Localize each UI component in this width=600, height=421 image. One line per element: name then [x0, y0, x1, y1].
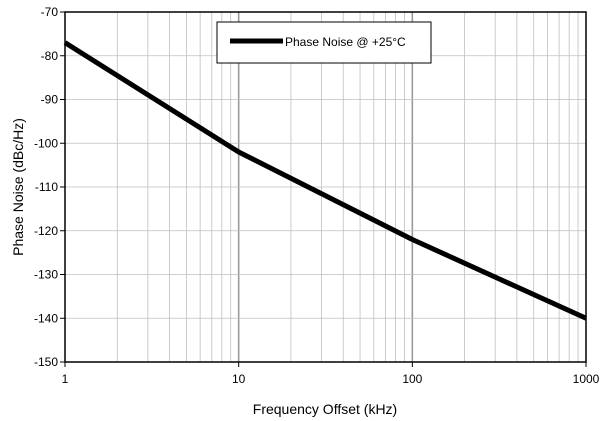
- x-axis-title: Frequency Offset (kHz): [253, 401, 397, 417]
- y-tick-label: -90: [41, 93, 59, 107]
- legend: Phase Noise @ +25°C: [216, 21, 432, 64]
- y-tick-label: -130: [34, 268, 58, 282]
- x-tick-labels: 1 10 100 1000: [62, 362, 600, 386]
- y-tick-label: -120: [34, 224, 58, 238]
- y-tick-label: -110: [35, 180, 58, 194]
- y-tick-label: -80: [41, 49, 59, 63]
- x-tick-label: 100: [402, 372, 422, 386]
- plot-area: [63, 40, 588, 321]
- y-tick-label: -150: [34, 355, 58, 369]
- x-tick-label: 1: [62, 372, 69, 386]
- y-tick-label: -100: [34, 136, 58, 150]
- y-tick-label: -70: [41, 5, 59, 19]
- x-tick-label: 10: [232, 372, 246, 386]
- y-tick-labels: -70 -80 -90 -100 -110 -120 -130 -140 -150: [34, 5, 65, 369]
- y-axis-title: Phase Noise (dBc/Hz): [10, 118, 26, 256]
- plot-frame: [64, 11, 587, 363]
- series-line-phase-noise: [63, 40, 588, 321]
- grid: [65, 12, 586, 362]
- x-tick-label: 1000: [573, 372, 600, 386]
- legend-label-phase-noise: Phase Noise @ +25°C: [285, 35, 406, 49]
- y-tick-label: -140: [34, 311, 58, 325]
